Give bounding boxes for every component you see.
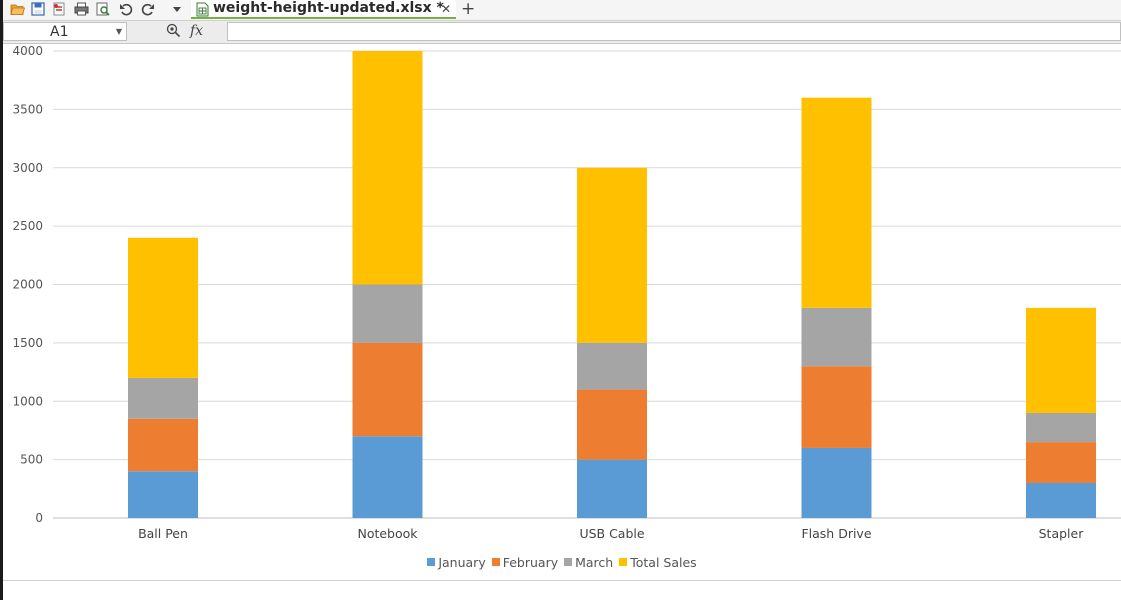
function-wizard-icon[interactable]: fx xyxy=(190,23,204,39)
open-folder-icon[interactable] xyxy=(9,1,25,17)
bar-total-sales-stapler[interactable] xyxy=(1026,307,1096,413)
undo-icon[interactable] xyxy=(118,1,134,17)
y-tick-label: 3500 xyxy=(12,102,43,116)
bar-february-ball-pen[interactable] xyxy=(128,418,198,472)
bar-total-sales-usb-cable[interactable] xyxy=(577,167,647,343)
name-box-value: A1 xyxy=(50,24,69,40)
chart-area[interactable]: 0 500 1000 1500 2000 2500 3000 3500 4000 Ball Pe… xyxy=(3,44,1121,580)
save-icon[interactable] xyxy=(30,1,46,17)
y-tick-label: 2500 xyxy=(12,219,43,233)
chart-legend: January February March Total Sales xyxy=(3,553,1121,571)
bar-january-ball-pen[interactable] xyxy=(128,471,198,518)
bar-february-stapler[interactable] xyxy=(1026,442,1096,483)
legend-swatch xyxy=(619,558,628,566)
x-tick-label: Ball Pen xyxy=(138,526,188,541)
x-tick-label: Notebook xyxy=(357,526,418,541)
bar-january-usb-cable[interactable] xyxy=(577,459,647,518)
bar-february-flash-drive[interactable] xyxy=(801,366,872,448)
y-tick-label: 3000 xyxy=(12,161,43,175)
bar-february-notebook[interactable] xyxy=(352,342,423,437)
print-icon[interactable] xyxy=(73,1,89,17)
y-tick-label: 4000 xyxy=(12,44,43,58)
legend-label: January xyxy=(438,554,486,570)
y-tick-label: 0 xyxy=(35,511,43,525)
legend-label: February xyxy=(502,554,559,570)
toolbar: weight-height-updated.xlsx * ✕ + xyxy=(3,0,1121,21)
legend-item-march[interactable]: March xyxy=(564,555,613,570)
y-tick-label: 500 xyxy=(20,453,43,467)
print-preview-icon[interactable] xyxy=(95,1,111,17)
dropdown-icon[interactable] xyxy=(169,1,185,17)
y-tick-label: 2000 xyxy=(12,278,43,292)
bar-march-flash-drive[interactable] xyxy=(801,307,872,367)
x-tick-label: Flash Drive xyxy=(801,526,871,541)
bar-total-sales-notebook[interactable] xyxy=(352,51,423,285)
add-tab-icon[interactable]: + xyxy=(461,0,476,19)
legend-swatch xyxy=(427,558,436,566)
legend-label: March xyxy=(575,554,614,570)
function-wizard-area: fx xyxy=(163,22,223,41)
bar-march-usb-cable[interactable] xyxy=(577,342,647,390)
zoom-icon[interactable] xyxy=(166,23,181,42)
stacked-bar-chart[interactable]: 0 500 1000 1500 2000 2500 3000 3500 4000 Ball Pe… xyxy=(3,44,1121,549)
bar-march-ball-pen[interactable] xyxy=(128,377,198,419)
formula-bar: A1 ▼ fx xyxy=(3,21,1121,44)
legend-swatch xyxy=(491,558,500,566)
name-box[interactable]: A1 ▼ xyxy=(3,22,127,41)
bar-january-flash-drive[interactable] xyxy=(801,447,872,518)
bar-march-stapler[interactable] xyxy=(1026,412,1096,443)
close-tab-icon[interactable]: ✕ xyxy=(441,2,452,16)
formula-input[interactable] xyxy=(227,22,1121,41)
document-tab[interactable]: weight-height-updated.xlsx * ✕ xyxy=(191,0,456,19)
y-axis-tick-labels: 0 500 1000 1500 2000 2500 3000 3500 4000 xyxy=(12,44,43,525)
x-tick-label: Stapler xyxy=(1039,526,1085,541)
bar-total-sales-ball-pen[interactable] xyxy=(128,237,198,378)
y-tick-label: 1500 xyxy=(12,336,43,350)
spreadsheet-file-icon xyxy=(194,1,210,17)
bar-january-notebook[interactable] xyxy=(352,436,423,518)
legend-item-february[interactable]: February xyxy=(491,554,559,570)
legend-label: Total Sales xyxy=(630,554,697,570)
legend-swatch xyxy=(564,558,573,566)
bar-february-usb-cable[interactable] xyxy=(577,389,647,460)
legend-item-total-sales[interactable]: Total Sales xyxy=(619,554,697,570)
bars xyxy=(128,51,1096,518)
y-tick-label: 1000 xyxy=(12,394,43,408)
x-axis-tick-labels: Ball Pen Notebook USB Cable Flash Drive Stap… xyxy=(138,526,1084,541)
window-edge xyxy=(0,0,3,600)
bar-march-notebook[interactable] xyxy=(352,284,423,343)
legend-item-january[interactable]: January xyxy=(427,554,486,570)
document-tab-title: weight-height-updated.xlsx * xyxy=(213,0,444,16)
chart-bottom-border xyxy=(3,580,1121,581)
bar-total-sales-flash-drive[interactable] xyxy=(801,97,872,308)
bar-january-stapler[interactable] xyxy=(1026,482,1096,518)
x-tick-label: USB Cable xyxy=(579,526,644,541)
export-pdf-icon[interactable] xyxy=(51,1,67,17)
redo-icon[interactable] xyxy=(140,1,156,17)
chevron-down-icon[interactable]: ▼ xyxy=(115,27,122,36)
